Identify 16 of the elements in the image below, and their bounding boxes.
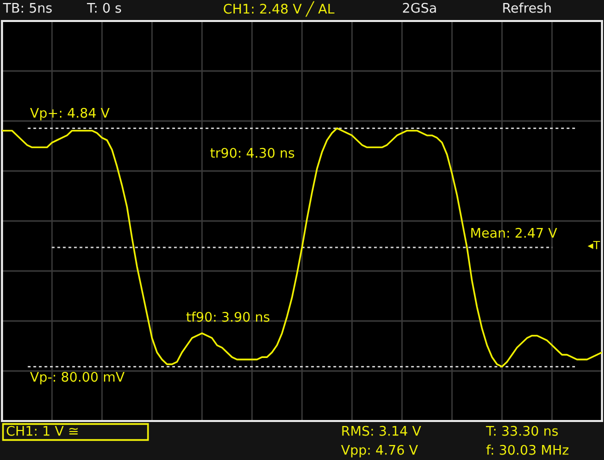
text: CH1: 2.48 V ╱ AL bbox=[224, 1, 334, 17]
annotation: tr90: 4.30 ns bbox=[210, 148, 294, 158]
annotation: Mean: 2.47 V bbox=[471, 228, 558, 238]
text: T: 0 s bbox=[86, 2, 122, 13]
text: RMS: 3.14 V bbox=[342, 426, 422, 436]
text: TB: 5ns bbox=[2, 3, 52, 13]
text: CH1: 1 V ≅ bbox=[6, 426, 78, 436]
text: Vp-: 80.00 mV bbox=[30, 372, 125, 384]
annotation: tf90: 3.90 ns bbox=[186, 312, 270, 322]
text: T: 33.30 ns bbox=[486, 426, 558, 436]
text: Vpp: 4.76 V bbox=[341, 444, 418, 458]
text: Vp+: 4.84 V bbox=[30, 108, 110, 120]
text: f: 30.03 MHz bbox=[486, 444, 568, 455]
text: 2GSa bbox=[402, 2, 436, 13]
text: Refresh bbox=[503, 2, 551, 13]
annotation: ◂T bbox=[588, 240, 600, 250]
